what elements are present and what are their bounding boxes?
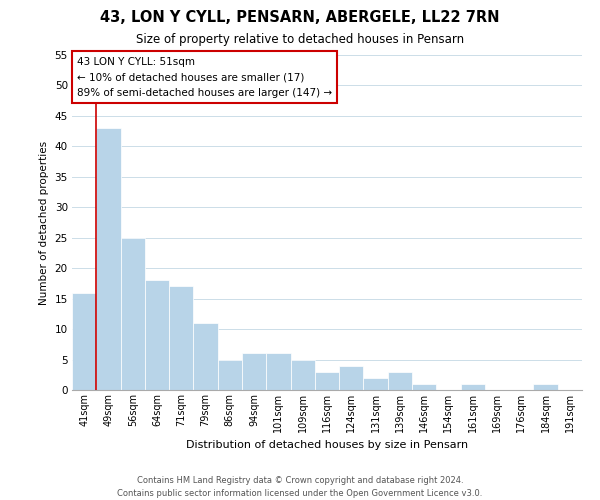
Bar	[193, 323, 218, 390]
Bar	[242, 354, 266, 390]
Bar	[412, 384, 436, 390]
Bar	[169, 286, 193, 390]
Y-axis label: Number of detached properties: Number of detached properties	[39, 140, 49, 304]
Bar	[461, 384, 485, 390]
Bar	[315, 372, 339, 390]
Bar	[388, 372, 412, 390]
Bar	[364, 378, 388, 390]
Bar	[290, 360, 315, 390]
Bar	[533, 384, 558, 390]
X-axis label: Distribution of detached houses by size in Pensarn: Distribution of detached houses by size …	[186, 440, 468, 450]
Bar	[72, 292, 96, 390]
Text: 43, LON Y CYLL, PENSARN, ABERGELE, LL22 7RN: 43, LON Y CYLL, PENSARN, ABERGELE, LL22 …	[100, 10, 500, 25]
Bar	[96, 128, 121, 390]
Text: Size of property relative to detached houses in Pensarn: Size of property relative to detached ho…	[136, 32, 464, 46]
Bar	[218, 360, 242, 390]
Text: Contains HM Land Registry data © Crown copyright and database right 2024.
Contai: Contains HM Land Registry data © Crown c…	[118, 476, 482, 498]
Bar	[121, 238, 145, 390]
Bar	[339, 366, 364, 390]
Bar	[145, 280, 169, 390]
Bar	[266, 354, 290, 390]
Text: 43 LON Y CYLL: 51sqm
← 10% of detached houses are smaller (17)
89% of semi-detac: 43 LON Y CYLL: 51sqm ← 10% of detached h…	[77, 56, 332, 98]
